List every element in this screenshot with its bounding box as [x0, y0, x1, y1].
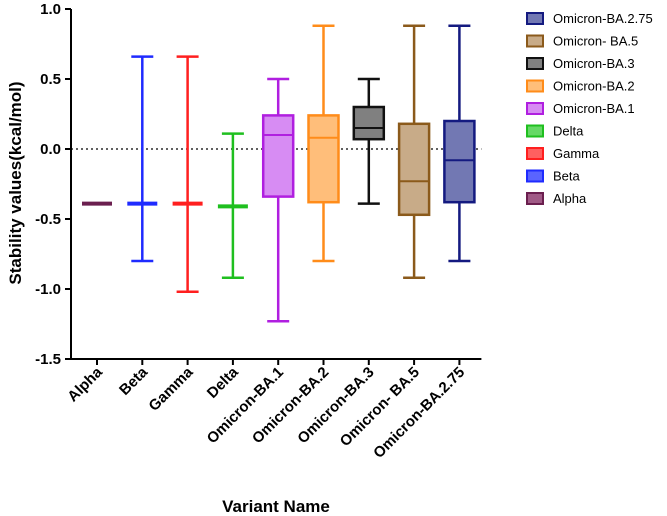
legend: Omicron-BA.2.75 Omicron- BA.5 Omicron-BA.3… — [526, 11, 653, 206]
legend-swatch — [526, 147, 544, 160]
legend-label: Omicron-BA.3 — [553, 56, 635, 71]
y-tick-label: -1.5 — [35, 351, 61, 368]
legend-swatch — [526, 34, 544, 48]
y-tick-label: 0.5 — [40, 71, 61, 88]
legend-item: Gamma — [526, 146, 600, 161]
legend-label: Delta — [553, 124, 584, 139]
y-tick-label: 1.0 — [40, 1, 61, 18]
box-omicron-ba-2 — [307, 24, 340, 263]
box-iqr — [443, 119, 476, 204]
legend-swatch — [526, 57, 544, 70]
box-iqr — [307, 114, 340, 204]
box-omicron-ba-2-75 — [443, 24, 476, 263]
legend-item: Omicron-BA.2.75 — [526, 11, 653, 26]
legend-swatch — [526, 102, 544, 115]
legend-swatch — [526, 169, 544, 183]
legend-item: Omicron-BA.1 — [526, 101, 635, 116]
legend-label: Omicron-BA.2.75 — [553, 11, 653, 26]
legend-label: Omicron-BA.1 — [553, 101, 635, 116]
legend-label: Omicron- BA.5 — [553, 34, 638, 49]
y-tick-label: 0.0 — [40, 141, 61, 158]
legend-item: Alpha — [526, 191, 587, 206]
box-omicron-ba-5 — [397, 24, 431, 280]
x-axis-title: Variant Name — [222, 497, 330, 516]
legend-label: Beta — [553, 169, 581, 184]
legend-label: Omicron-BA.2 — [553, 79, 635, 94]
y-tick-label: -0.5 — [35, 211, 61, 228]
box-beta — [127, 55, 158, 263]
x-tick-label: Gamma — [145, 363, 196, 414]
legend-item: Omicron-BA.3 — [526, 56, 635, 71]
legend-item: Omicron-BA.2 — [526, 79, 635, 94]
legend-swatch — [526, 79, 544, 93]
legend-item: Omicron- BA.5 — [526, 34, 638, 49]
box-gamma — [172, 55, 203, 294]
box-iqr — [352, 105, 386, 141]
x-tick-label: Alpha — [64, 363, 106, 405]
legend-label: Alpha — [553, 191, 587, 206]
box-omicron-ba-1 — [261, 77, 295, 323]
box-delta — [217, 132, 248, 280]
x-tick-label: Delta — [204, 363, 242, 401]
box-omicron-ba-3 — [352, 77, 386, 205]
legend-swatch — [526, 192, 544, 205]
legend-label: Gamma — [553, 146, 600, 161]
legend-item: Beta — [526, 169, 581, 184]
box-iqr — [261, 114, 295, 198]
legend-item: Delta — [526, 124, 584, 139]
box-iqr — [397, 122, 431, 217]
y-axis-title: Stability values(kcal/mol) — [6, 81, 25, 284]
x-tick-label: Omicron- BA.5 — [337, 364, 423, 450]
x-tick-label: Beta — [116, 363, 151, 398]
legend-swatch — [526, 124, 544, 138]
legend-swatch — [526, 12, 544, 25]
y-tick-label: -1.0 — [35, 281, 61, 298]
